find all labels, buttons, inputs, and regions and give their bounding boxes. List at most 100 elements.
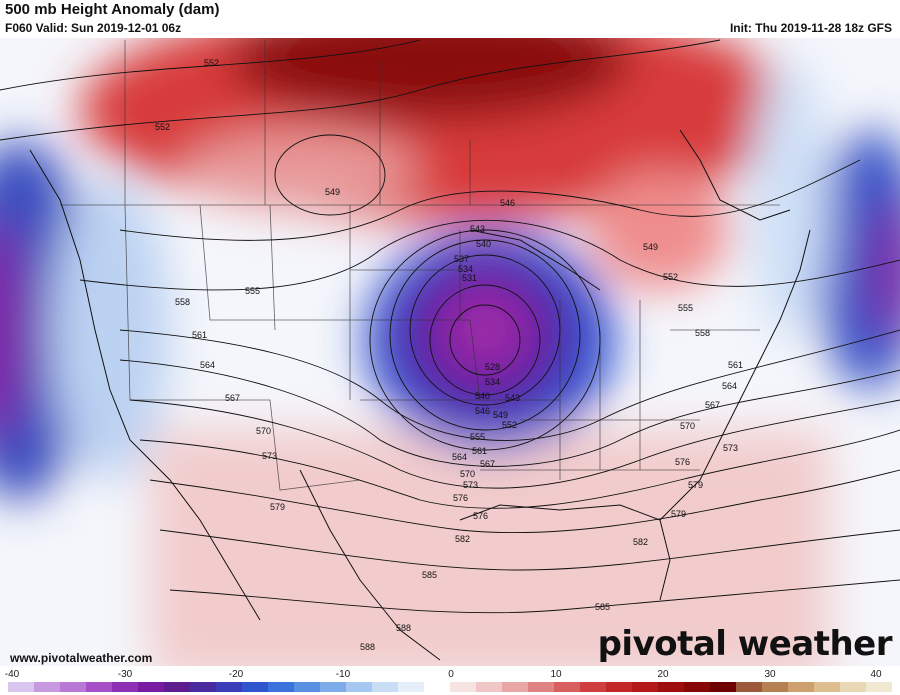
contour-label: 543 xyxy=(470,224,485,234)
colorbar-cell xyxy=(866,682,892,692)
colorbar-cell xyxy=(242,682,268,692)
contour-label: 558 xyxy=(695,328,710,338)
contour-label: 582 xyxy=(455,534,470,544)
contour-label: 552 xyxy=(155,122,170,132)
contour-label: 579 xyxy=(688,480,703,490)
colorbar-cell xyxy=(580,682,606,692)
colorbar-cell xyxy=(112,682,138,692)
contour-label: 576 xyxy=(675,457,690,467)
contour-label: 555 xyxy=(245,286,260,296)
contour-label: 582 xyxy=(633,537,648,547)
colorbar-tick: 10 xyxy=(550,669,562,680)
contour-label: 585 xyxy=(595,602,610,612)
contour-label: 564 xyxy=(722,381,737,391)
contour-label: 528 xyxy=(485,362,500,372)
contour-label: 588 xyxy=(396,623,411,633)
colorbar-cell xyxy=(268,682,294,692)
contour-label: 576 xyxy=(473,511,488,521)
colorbar-cell xyxy=(632,682,658,692)
contour-label: 588 xyxy=(360,642,375,652)
colorbar-tick: -20 xyxy=(228,669,244,680)
valid-time: F060 Valid: Sun 2019-12-01 06z xyxy=(5,21,182,35)
contour-label: 540 xyxy=(475,391,490,401)
colorbar-cell xyxy=(138,682,164,692)
map-title: 500 mb Height Anomaly (dam) xyxy=(5,1,220,18)
contour-label: 576 xyxy=(453,493,468,503)
colorbar-cell xyxy=(814,682,840,692)
contour-label: 552 xyxy=(502,420,517,430)
contour-label: 567 xyxy=(225,393,240,403)
contour-label: 570 xyxy=(680,421,695,431)
colorbar-tick: -30 xyxy=(117,669,133,680)
colorbar-cell xyxy=(190,682,216,692)
colorbar-cell xyxy=(736,682,762,692)
contour-label: 555 xyxy=(470,432,485,442)
contour-label: 573 xyxy=(262,451,277,461)
brand-logo: pivotal weather xyxy=(597,624,893,664)
colorbar: -40 -30 -20 -10 0 10 20 30 40 xyxy=(0,668,900,695)
init-time: Init: Thu 2019-11-28 18z GFS xyxy=(729,21,892,35)
contour-label: 549 xyxy=(643,242,658,252)
contour-label: 570 xyxy=(460,469,475,479)
colorbar-cell xyxy=(398,682,424,692)
contour-label: 585 xyxy=(422,570,437,580)
coastlines xyxy=(29,129,811,661)
colorbar-cell xyxy=(788,682,814,692)
header-bar: 500 mb Height Anomaly (dam) F060 Valid: … xyxy=(0,0,900,38)
contour-label: 564 xyxy=(452,452,467,462)
colorbar-cell xyxy=(346,682,372,692)
anomaly-map: 552 552 549 546 543 540 537 534 531 549 … xyxy=(0,38,900,666)
colorbar-cell xyxy=(8,682,34,692)
colorbar-tick: -10 xyxy=(335,669,351,680)
contour-label: 573 xyxy=(723,443,738,453)
contour-label: 564 xyxy=(200,360,215,370)
contour-label: 531 xyxy=(462,273,477,283)
contour-label: 579 xyxy=(671,509,686,519)
contour-label: 567 xyxy=(480,459,495,469)
colorbar-cell xyxy=(34,682,60,692)
colorbar-cell xyxy=(372,682,398,692)
contour-label: 534 xyxy=(485,377,500,387)
contour-label: 567 xyxy=(705,400,720,410)
colorbar-cell xyxy=(554,682,580,692)
colorbar-cell xyxy=(476,682,502,692)
colorbar-cell xyxy=(164,682,190,692)
contour-label: 537 xyxy=(454,254,469,264)
contour-label: 561 xyxy=(192,330,207,340)
contour-label: 552 xyxy=(663,272,678,282)
colorbar-cell xyxy=(762,682,788,692)
colorbar-tick: 30 xyxy=(764,669,776,680)
colorbar-cell xyxy=(424,682,450,692)
political-boundaries xyxy=(60,40,780,491)
colorbar-strip xyxy=(8,682,892,692)
colorbar-cell xyxy=(294,682,320,692)
contour-label: 561 xyxy=(728,360,743,370)
colorbar-cell xyxy=(606,682,632,692)
colorbar-cell xyxy=(710,682,736,692)
colorbar-cell xyxy=(86,682,112,692)
contour-label: 546 xyxy=(475,406,490,416)
contour-label: 552 xyxy=(204,58,219,68)
colorbar-cell xyxy=(658,682,684,692)
contour-label: 579 xyxy=(270,502,285,512)
contour-label: 558 xyxy=(175,297,190,307)
colorbar-tick: 20 xyxy=(657,669,669,680)
colorbar-tick: 40 xyxy=(870,669,882,680)
contour-label: 549 xyxy=(325,187,340,197)
contour-labels: 552 552 549 546 543 540 537 534 531 549 … xyxy=(155,58,743,652)
anomaly-shading xyxy=(0,38,900,666)
colorbar-cell xyxy=(840,682,866,692)
colorbar-ticks: -40 -30 -20 -10 0 10 20 30 40 xyxy=(0,668,900,680)
colorbar-tick: 0 xyxy=(448,669,454,680)
contour-label: 543 xyxy=(505,393,520,403)
colorbar-cell xyxy=(684,682,710,692)
site-url: www.pivotalweather.com xyxy=(10,651,153,665)
contour-label: 546 xyxy=(500,198,515,208)
colorbar-cell xyxy=(528,682,554,692)
colorbar-cell xyxy=(60,682,86,692)
contour-label: 549 xyxy=(493,410,508,420)
contour-label: 540 xyxy=(476,239,491,249)
height-contours xyxy=(0,39,900,614)
colorbar-cell xyxy=(450,682,476,692)
contour-label: 555 xyxy=(678,303,693,313)
